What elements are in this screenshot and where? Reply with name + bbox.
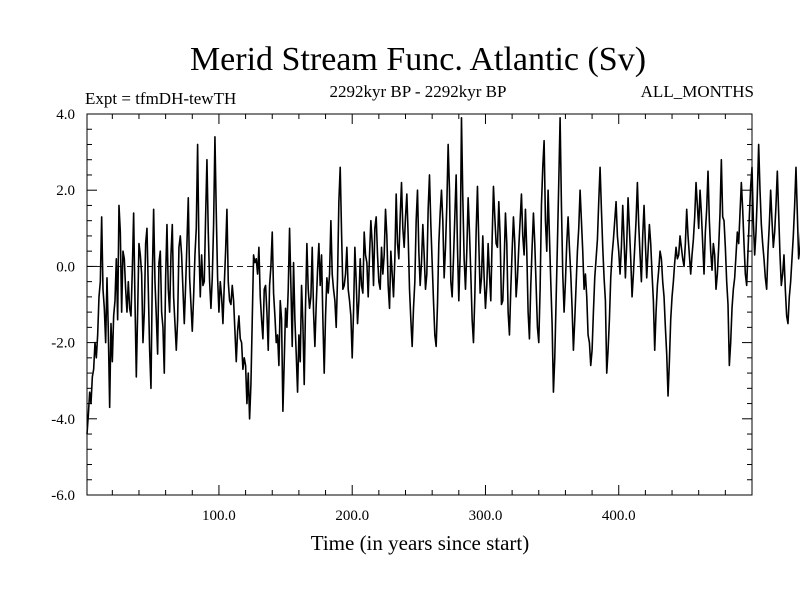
x-minor-ticks <box>111 114 726 495</box>
x-tick-label: 300.0 <box>469 508 503 524</box>
y-tick-label: -4.0 <box>51 412 75 428</box>
y-tick-label: 4.0 <box>56 107 75 123</box>
chart-title: Merid Stream Func. Atlantic (Sv) <box>190 41 646 78</box>
x-axis-label: Time (in years since start) <box>311 531 530 555</box>
y-tick-label: 0.0 <box>56 259 75 275</box>
y-axis-ticks: -6.0 -4.0 -2.0 0.0 2.0 4.0 <box>51 107 752 504</box>
x-tick-label: 100.0 <box>202 508 236 524</box>
y-tick-label: -6.0 <box>51 488 75 504</box>
chart-subtitle-right: ALL_MONTHS <box>641 82 754 101</box>
plot-area: 100.0 200.0 300.0 400.0 -6.0 -4.0 -2.0 0.0 2.0 4… <box>51 107 800 524</box>
y-minor-ticks <box>87 128 752 481</box>
x-tick-label: 400.0 <box>602 508 636 524</box>
plot-frame <box>86 113 753 496</box>
chart-subtitle-center: 2292kyr BP - 2292kyr BP <box>330 82 507 101</box>
series-line <box>86 117 800 435</box>
x-axis-ticks: 100.0 200.0 300.0 400.0 <box>202 114 636 524</box>
x-tick-label: 200.0 <box>335 508 369 524</box>
chart-subtitle-left: Expt = tfmDH-tewTH <box>85 89 236 108</box>
y-tick-label: 2.0 <box>56 183 75 199</box>
y-tick-label: -2.0 <box>51 336 75 352</box>
